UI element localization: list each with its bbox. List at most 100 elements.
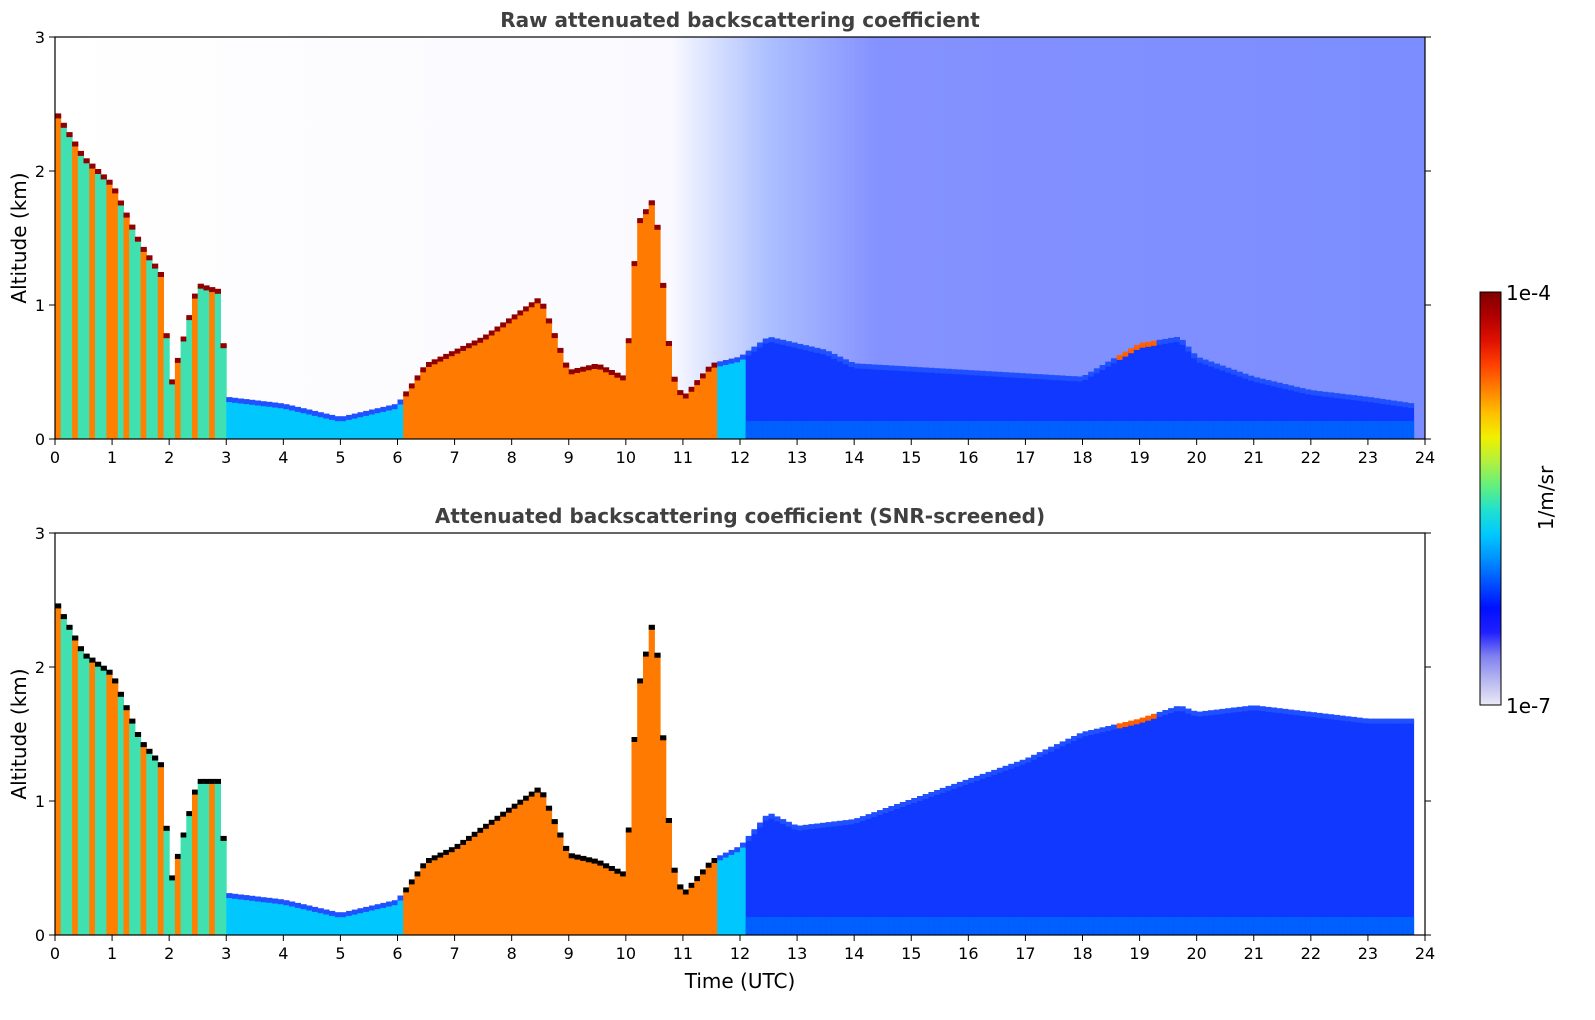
heatmap-cell: [1082, 377, 1089, 439]
heatmap-column: [129, 718, 136, 935]
heatmap-cell: [134, 734, 142, 935]
layer-top-cell: [494, 815, 501, 821]
heatmap-cell: [1128, 722, 1135, 935]
layer-top-cell: [329, 414, 336, 420]
heatmap-column: [129, 224, 136, 439]
heatmap-cell: [60, 616, 67, 935]
heatmap-cell: [471, 833, 478, 935]
heatmap-cell: [717, 857, 724, 935]
heatmap-cell: [614, 374, 621, 439]
surface-cell: [1219, 917, 1226, 935]
heatmap-cell: [271, 404, 279, 439]
heatmap-cell: [563, 847, 570, 935]
heatmap-cell: [682, 395, 690, 439]
heatmap-cell: [991, 373, 998, 439]
heatmap-column: [329, 414, 336, 439]
heatmap-cell: [654, 226, 661, 439]
surface-cell: [1407, 421, 1415, 439]
surface-cell: [1402, 421, 1409, 439]
layer-top-cell: [1059, 375, 1066, 381]
layer-top-cell: [1328, 392, 1335, 398]
heatmap-cell: [180, 338, 187, 439]
surface-cell: [848, 917, 855, 935]
heatmap-cell: [968, 372, 975, 439]
heatmap-column: [1088, 371, 1095, 439]
surface-cell: [1105, 421, 1112, 439]
layer-top-cell: [277, 403, 284, 409]
heatmap-cell: [169, 877, 176, 935]
layer-top-cell: [563, 362, 570, 368]
heatmap-column: [899, 802, 906, 935]
heatmap-column: [1082, 375, 1089, 439]
layer-top-cell: [237, 398, 244, 404]
surface-cell: [1202, 917, 1209, 935]
heatmap-cell: [939, 370, 946, 439]
heatmap-cell: [934, 792, 941, 935]
heatmap-cell: [945, 370, 952, 439]
heatmap-column: [174, 357, 182, 439]
x-tick-label: 12: [730, 448, 750, 467]
heatmap-column: [140, 742, 147, 935]
heatmap-column: [934, 368, 941, 439]
heatmap-cell: [1025, 375, 1032, 439]
heatmap-cell: [1151, 715, 1158, 935]
heatmap-cell: [1248, 377, 1255, 439]
x-tick-label: 19: [1129, 448, 1149, 467]
surface-cell: [1133, 917, 1141, 935]
heatmap-column: [488, 819, 495, 935]
layer-top-cell: [791, 342, 798, 348]
heatmap-cell: [1282, 386, 1289, 439]
surface-cell: [1008, 917, 1015, 935]
heatmap-cell: [1036, 754, 1043, 935]
heatmap-column: [397, 399, 404, 439]
heatmap-column: [214, 778, 221, 935]
heatmap-cell: [694, 382, 701, 439]
layer-top-cell: [1042, 374, 1049, 380]
heatmap-column: [985, 371, 992, 439]
heatmap-cell: [1093, 370, 1101, 439]
heatmap-column: [540, 792, 547, 935]
layer-top-cell: [363, 906, 370, 912]
heatmap-cell: [711, 364, 718, 439]
heatmap-column: [774, 816, 781, 935]
heatmap-cell: [1253, 707, 1260, 935]
layer-top-cell: [1065, 375, 1072, 381]
surface-cell: [1259, 421, 1266, 439]
surface-cell: [785, 421, 792, 439]
heatmap-cell: [117, 693, 124, 935]
heatmap-column: [169, 379, 176, 439]
layer-top-cell: [197, 778, 204, 784]
heatmap-cell: [363, 908, 370, 935]
heatmap-cell: [757, 344, 764, 439]
layer-top-cell: [1293, 386, 1300, 392]
heatmap-column: [922, 794, 929, 935]
layer-top-cell: [1270, 381, 1278, 387]
layer-top-cell: [374, 408, 381, 414]
layer-top-cell: [922, 794, 929, 799]
heatmap-cell: [186, 317, 193, 439]
layer-top-cell: [580, 366, 587, 372]
surface-cell: [831, 421, 838, 439]
surface-cell: [802, 917, 809, 935]
surface-cell: [1088, 917, 1095, 935]
layer-top-cell: [711, 362, 718, 368]
heatmap-cell: [865, 816, 872, 935]
heatmap-column: [1133, 719, 1141, 935]
layer-top-cell: [574, 854, 581, 860]
heatmap-column: [1093, 368, 1101, 439]
layer-top-cell: [374, 904, 381, 910]
heatmap-cell: [66, 134, 73, 439]
heatmap-cell: [300, 906, 307, 935]
heatmap-column: [1111, 358, 1118, 439]
heatmap-cell: [146, 750, 153, 936]
layer-top-cell: [448, 351, 456, 357]
layer-top-cell: [1282, 384, 1289, 390]
heatmap-cell: [1179, 708, 1186, 935]
surface-cell: [859, 917, 867, 935]
heatmap-cell: [232, 399, 239, 439]
heatmap-cell: [403, 889, 410, 935]
heatmap-cell: [1333, 395, 1340, 439]
layer-top-cell: [591, 364, 598, 369]
heatmap-column: [477, 337, 484, 439]
heatmap-cell: [317, 910, 324, 935]
